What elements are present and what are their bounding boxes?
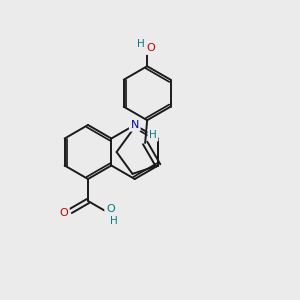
Text: H: H — [110, 216, 118, 226]
Text: O: O — [59, 208, 68, 218]
Text: O: O — [106, 204, 115, 214]
Text: H: H — [137, 39, 145, 49]
Text: O: O — [147, 43, 155, 53]
Text: N: N — [130, 120, 139, 130]
Text: H: H — [149, 130, 157, 140]
